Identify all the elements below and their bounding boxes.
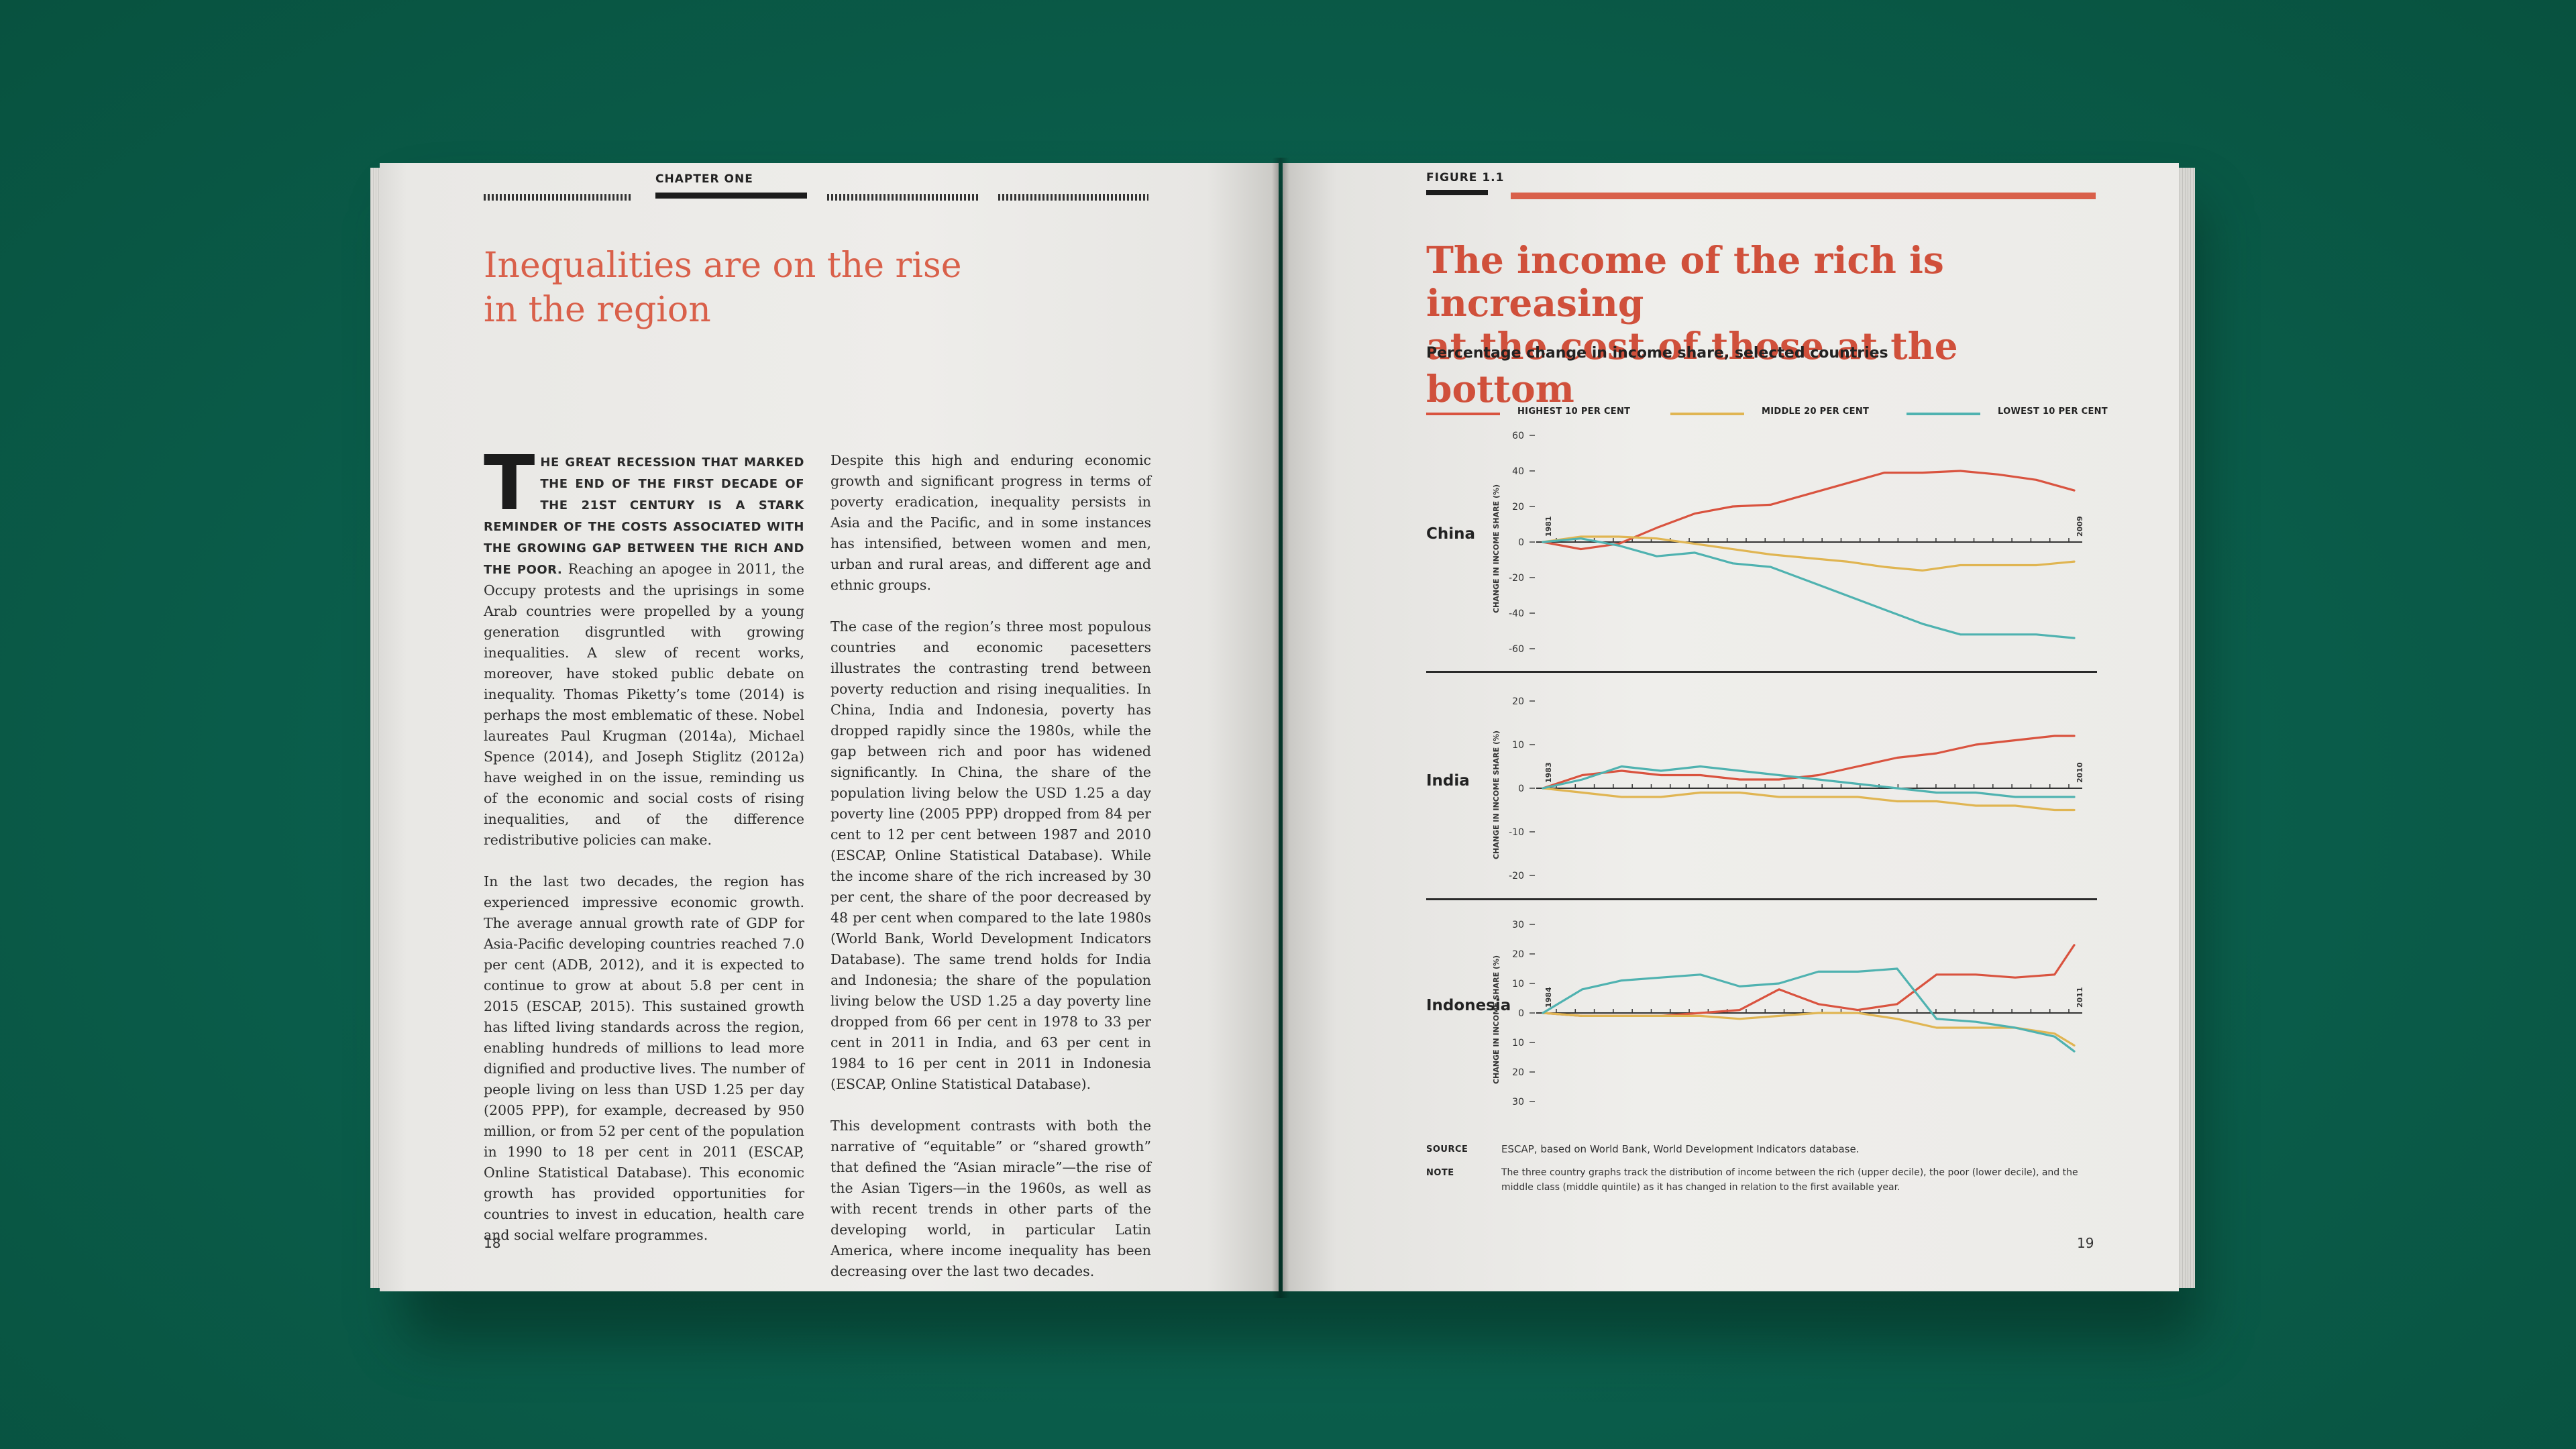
series-line-lowest [1542, 765, 2076, 798]
series-line-middle [1542, 787, 2076, 812]
start-year-label: 1981 [1544, 516, 1553, 537]
y-tick-label: 30 [1512, 1097, 1524, 1108]
chart-separator [1426, 671, 2097, 673]
legend-swatch [1670, 413, 1744, 415]
y-tick-label: -40 [1509, 608, 1524, 619]
page-edges-left [370, 168, 381, 1288]
y-axis-label: CHANGE IN INCOME SHARE (%) [1492, 955, 1501, 1084]
accent-rule [1511, 193, 2096, 199]
legend-swatch [1426, 413, 1500, 415]
y-tick-label: 0 [1518, 1008, 1524, 1019]
country-label-india: India [1426, 772, 1470, 790]
y-tick-label: -60 [1509, 644, 1524, 655]
series-line-middle [1542, 535, 2076, 572]
opening-paragraph: T HE GREAT RECESSION THAT MARKED THE END … [484, 440, 804, 848]
y-tick-label: 30 [1512, 920, 1524, 930]
series-line-highest [1542, 735, 2076, 790]
lead-in-caps: HE GREAT RECESSION THAT MARKED THE END O… [484, 455, 804, 577]
legend-swatch [1907, 413, 1980, 415]
source-text: ESCAP, based on World Bank, World Develo… [1501, 1143, 1860, 1155]
income-share-charts: 60 40 20 0 -20 -40 -60 CHANGE IN INCOME SHARE (… [1492, 431, 2084, 1108]
paragraph: In the last two decades, the region has … [484, 873, 804, 1243]
figure-subtitle: Percentage change in income share, selec… [1426, 345, 1888, 362]
chapter-label: CHAPTER ONE [655, 172, 753, 186]
legend-label: LOWEST 10 PER CENT [1998, 407, 2108, 417]
page-edges-right [2178, 168, 2195, 1288]
chapter-title: Inequalities are on the rise in the regi… [484, 246, 962, 330]
start-year-label: 1984 [1544, 987, 1553, 1008]
source-label: SOURCE [1426, 1144, 1468, 1155]
figure-title: The income of the rich is increasing at … [1426, 238, 1958, 411]
note-text: The three country graphs track the distr… [1501, 1167, 2078, 1193]
y-tick-label: -10 [1509, 827, 1524, 838]
paragraph: This development contrasts with both the… [830, 1118, 1151, 1279]
y-tick-label: -20 [1509, 871, 1524, 881]
y-tick-label: 20 [1512, 1067, 1524, 1078]
y-axis-label: CHANGE IN INCOME SHARE (%) [1492, 484, 1501, 613]
country-label-china: China [1426, 525, 1476, 543]
y-tick-label: 10 [1512, 1038, 1524, 1049]
y-tick-label: 10 [1512, 979, 1524, 989]
text-column-2: Despite this high and enduring economic … [830, 450, 1151, 1291]
y-axis-label: CHANGE IN INCOME SHARE (%) [1492, 731, 1501, 859]
page-number-right: 19 [2077, 1235, 2094, 1251]
right-page: FIGURE 1.1 The income of the rich is inc… [1283, 163, 2179, 1291]
start-year-label: 1983 [1544, 762, 1553, 783]
series-line-middle [1542, 1012, 2076, 1047]
book-spine-shadow [1272, 158, 1289, 1298]
header-dotted-rule [827, 194, 979, 201]
left-page: CHAPTER ONE Inequalities are on the rise… [380, 163, 1279, 1291]
note-label: NOTE [1426, 1168, 1454, 1178]
chart-separator [1426, 898, 2097, 900]
y-tick-label: 20 [1512, 949, 1524, 960]
country-label-indonesia: Indonesia [1426, 997, 1511, 1014]
paragraph: Despite this high and enduring economic … [830, 452, 1151, 593]
series-line-lowest [1542, 967, 2076, 1053]
page-number-left: 18 [484, 1235, 501, 1251]
y-tick-label: 0 [1518, 537, 1524, 548]
drop-cap: T [484, 440, 535, 527]
y-tick-label: 0 [1518, 784, 1524, 794]
end-year-label: 2009 [2076, 516, 2084, 537]
header-dotted-rule [484, 194, 633, 201]
figure-rule [1426, 190, 1488, 195]
end-year-label: 2011 [2076, 987, 2084, 1008]
y-tick-label: -20 [1509, 573, 1524, 584]
legend-label: MIDDLE 20 PER CENT [1762, 407, 1870, 417]
y-tick-label: 60 [1512, 431, 1524, 441]
chapter-rule [655, 193, 807, 199]
series-line-lowest [1542, 537, 2076, 639]
y-tick-label: 10 [1512, 740, 1524, 751]
series-line-highest [1542, 470, 2076, 551]
y-tick-label: 40 [1512, 466, 1524, 477]
legend-label: HIGHEST 10 PER CENT [1517, 407, 1631, 417]
header-dotted-rule [998, 194, 1148, 201]
y-tick-label: 20 [1512, 502, 1524, 513]
paragraph: The case of the region’s three most popu… [830, 619, 1151, 1092]
text-column-1: T HE GREAT RECESSION THAT MARKED THE END … [484, 440, 804, 1267]
figure-label: FIGURE 1.1 [1426, 171, 1505, 184]
end-year-label: 2010 [2076, 762, 2084, 783]
y-tick-label: 20 [1512, 696, 1524, 707]
